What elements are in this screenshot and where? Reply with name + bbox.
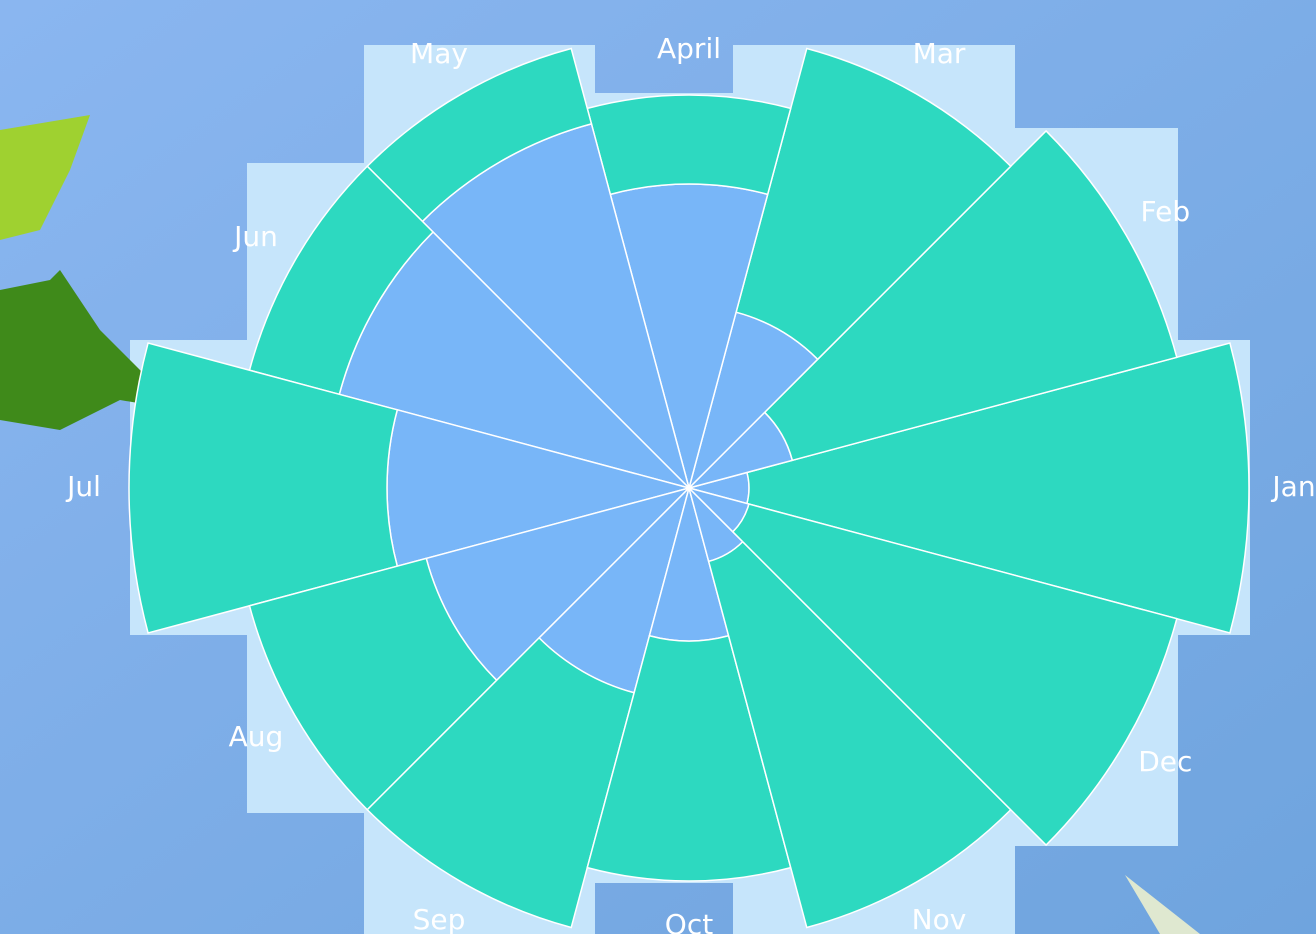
rose-segment: [763, 129, 1178, 462]
category-label: May: [410, 37, 468, 70]
category-label: Mar: [913, 37, 966, 70]
rose-segment: [128, 342, 399, 634]
category-label: April: [657, 32, 721, 65]
rose-segment: [731, 503, 1178, 847]
rose-segment: [586, 94, 792, 196]
plot: Jan Feb Mar April May Jun Jul Aug Sep Oct Nov Dec: [65, 32, 1315, 934]
category-label: Jun: [232, 220, 278, 253]
rose-segment: [735, 47, 1012, 361]
category-label: Nov: [912, 903, 967, 934]
rose-segment: [248, 557, 498, 811]
category-label: Dec: [1138, 745, 1192, 778]
rose-segment: [366, 636, 636, 929]
rose-segment: [586, 634, 792, 882]
category-label: Sep: [413, 903, 466, 934]
rose-segment: [746, 342, 1250, 634]
leaves: [0, 115, 1200, 934]
category-label: Aug: [229, 720, 284, 753]
category-label: Feb: [1141, 195, 1191, 228]
rose-segment: [707, 540, 1012, 929]
category-label: Jan: [1270, 470, 1315, 503]
category-label: Oct: [665, 908, 713, 934]
category-label: Jul: [65, 470, 101, 503]
